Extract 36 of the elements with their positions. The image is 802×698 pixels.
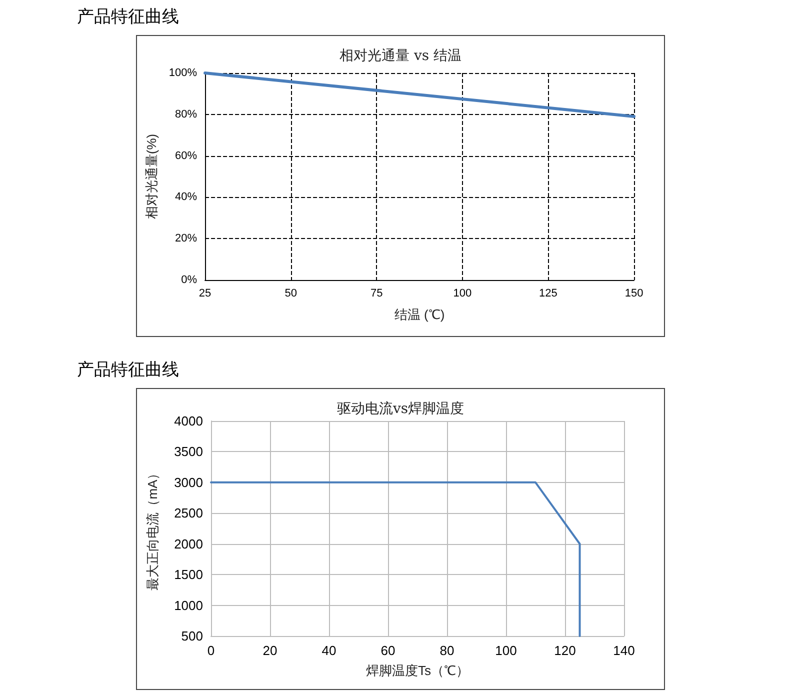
x-tick-label: 50 <box>284 288 297 300</box>
y-tick-label: 1000 <box>174 598 203 613</box>
y-tick-label: 3500 <box>174 444 203 460</box>
x-tick-label: 150 <box>624 288 644 300</box>
y-tick-label: 80% <box>175 108 198 120</box>
y-tick-label: 1500 <box>174 567 203 582</box>
x-tick-label: 75 <box>370 288 383 300</box>
y-tick-label: 4000 <box>174 414 203 428</box>
y-tick-label: 20% <box>175 232 198 245</box>
x-tick-label: 60 <box>380 643 396 658</box>
x-tick-label: 120 <box>554 643 576 658</box>
text: 产品特征曲线 <box>77 6 179 28</box>
y-tick-label: 3000 <box>174 474 203 490</box>
y-axis-title: 最大正向电流（mA） <box>145 466 160 590</box>
x-tick-label: 20 <box>262 643 278 658</box>
y-tick-label: 0% <box>181 274 198 286</box>
y-axis-title: 相对光通量(%) <box>144 134 159 220</box>
chart-title: 相对光通量 vs 结温 <box>340 48 462 64</box>
x-tick-label: 40 <box>322 643 336 658</box>
y-tick-label: 2000 <box>174 536 203 552</box>
x-tick-label: 0 <box>207 643 215 658</box>
y-tick-label: 100% <box>168 67 198 79</box>
x-axis-title: 结温 (℃) <box>394 307 445 322</box>
chart-title: 驱动电流vs焊脚温度 <box>336 401 464 417</box>
y-tick-label: 40% <box>175 191 198 204</box>
text: 产品特征曲线 <box>77 359 179 381</box>
x-tick-label: 100 <box>495 643 517 658</box>
x-tick-label: 125 <box>539 288 558 300</box>
y-tick-label: 2500 <box>174 506 203 521</box>
y-tick-label: 500 <box>181 628 203 644</box>
y-tick-label: 60% <box>175 150 198 162</box>
x-tick-label: 25 <box>198 288 212 300</box>
x-tick-label: 140 <box>613 643 635 658</box>
x-tick-label: 80 <box>440 643 454 658</box>
x-tick-label: 100 <box>453 288 472 300</box>
x-axis-title: 焊脚温度Ts（℃） <box>366 663 469 678</box>
